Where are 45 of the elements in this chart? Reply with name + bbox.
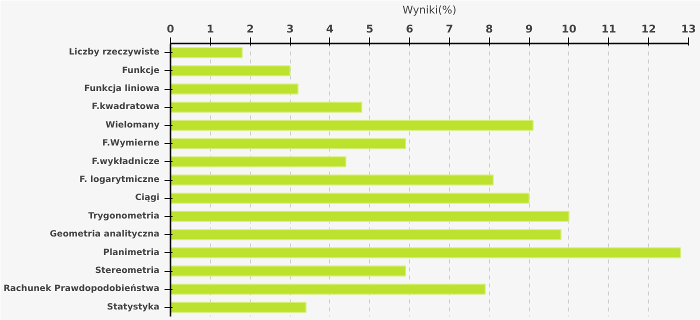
x-tick-label: 6 [406, 22, 414, 36]
y-tick-label: Funkcje [122, 66, 160, 76]
x-axis-title: Wyniki(%) [402, 4, 456, 16]
bar [170, 47, 243, 58]
bar [170, 102, 362, 113]
y-tick-label: Statystyka [106, 302, 160, 312]
bar [170, 65, 291, 76]
y-tick-label: F.kwadratowa [92, 102, 160, 112]
y-tick-label: Trygonometria [88, 211, 160, 222]
y-tick-label: Geometria analityczna [50, 230, 160, 240]
bar [170, 229, 562, 240]
bar [170, 302, 306, 313]
x-tick-label: 11 [601, 22, 616, 36]
y-tick-label: Rachunek Prawdopodobieństwa [4, 284, 160, 294]
y-tick-label: F. logarytmiczne [79, 175, 160, 185]
bar [170, 192, 530, 204]
bar [170, 265, 406, 277]
y-tick-label: Stereometria [95, 266, 160, 276]
bar [170, 210, 570, 222]
x-tick-label: 8 [486, 22, 493, 36]
x-tick-label: 5 [366, 22, 374, 36]
bar [170, 138, 406, 150]
x-tick-label: 9 [525, 22, 533, 36]
y-tick-label: Ciągi [135, 193, 160, 204]
x-tick-label: 3 [286, 22, 294, 36]
x-tick-label: 4 [326, 22, 334, 36]
x-tick-label: 1 [206, 22, 214, 36]
x-tick-label: 7 [446, 22, 454, 36]
y-tick-label: Funkcja liniowa [84, 84, 160, 94]
x-tick-label: 0 [166, 22, 174, 36]
x-tick-label: 12 [641, 22, 656, 36]
bar [170, 247, 682, 258]
bar [170, 174, 494, 186]
y-tick-label: Wielomany [106, 120, 160, 130]
x-tick-label: 13 [681, 22, 696, 36]
bar [170, 284, 486, 295]
x-tick-label: 2 [246, 22, 254, 36]
y-tick-label: F.wykładnicze [92, 156, 160, 167]
bar [170, 156, 346, 168]
bar [170, 120, 534, 131]
y-tick-label: Liczby rzeczywiste [68, 48, 160, 58]
x-tick-label: 10 [562, 22, 576, 36]
y-tick-label: Planimetria [103, 248, 160, 258]
y-tick-label: F.Wymierne [102, 138, 160, 149]
bar [170, 83, 299, 95]
